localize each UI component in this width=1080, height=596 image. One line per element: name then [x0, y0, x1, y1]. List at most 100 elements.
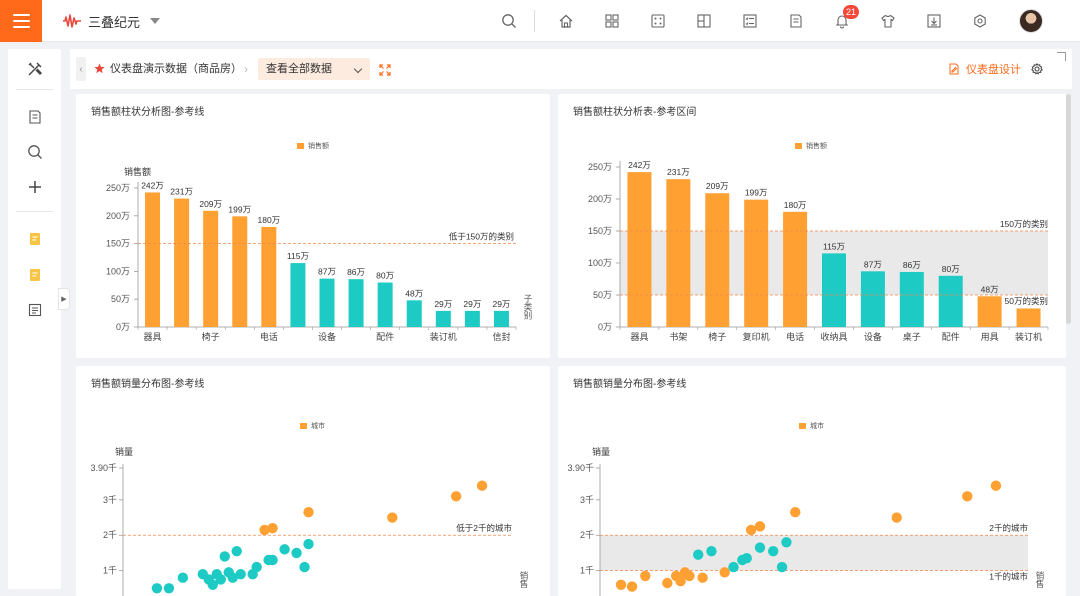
bar-value-label: 231万: [170, 187, 193, 197]
y-tick-label: 0万: [598, 322, 612, 332]
bar-value-label: 80万: [942, 264, 960, 274]
scatter-point: [719, 567, 730, 578]
x-tick-label: 装订机: [430, 331, 457, 342]
y-tick-label: 0万: [116, 322, 130, 332]
bar-value-label: 199万: [228, 204, 251, 214]
scatter-point: [754, 521, 766, 532]
add-icon[interactable]: [8, 175, 61, 199]
menu-button[interactable]: [0, 0, 42, 42]
scatter-point: [215, 574, 226, 585]
scatter-point: [675, 576, 686, 587]
chart-legend[interactable]: 城市: [300, 421, 325, 431]
y-tick-label: 150万: [106, 239, 130, 249]
panel-expand-icon[interactable]: [1057, 52, 1066, 61]
y-tick-label: 3千: [580, 495, 594, 505]
note-yellow-icon[interactable]: [8, 227, 61, 251]
chart-legend[interactable]: 城市: [799, 421, 824, 431]
bar: [348, 279, 364, 327]
dashboard-design-button[interactable]: 仪表盘设计: [948, 61, 1021, 77]
download-icon[interactable]: [921, 8, 947, 34]
panel-title: 销售额销量分布图-参考线: [91, 379, 205, 390]
bar: [627, 172, 652, 327]
bar-value-label: 86万: [347, 267, 365, 277]
x-tick-label: 装订机: [1015, 331, 1042, 342]
bar: [860, 271, 885, 327]
bar-value-label: 115万: [823, 241, 845, 251]
x-axis-title: 子类别: [523, 294, 533, 320]
home-icon[interactable]: [553, 8, 579, 34]
bar: [666, 179, 691, 327]
shirt-icon[interactable]: [875, 8, 901, 34]
x-tick-label: 电话: [786, 331, 804, 342]
dice-icon[interactable]: [645, 8, 671, 34]
edit-doc-icon: [949, 63, 959, 75]
bar-value-label: 180万: [258, 215, 281, 225]
scatter-chart: 销量 1千 2千 3千 3.90千 2千的城市 1千的城市 销售: [567, 446, 1045, 596]
scatter-point: [251, 561, 262, 573]
legend-swatch: [795, 143, 802, 149]
bar-value-label: 199万: [745, 188, 768, 198]
apps-icon[interactable]: [599, 8, 625, 34]
scatter-point: [303, 507, 314, 518]
y-tick-label: 2千: [103, 530, 117, 540]
data-scope-select[interactable]: 查看全部数据: [258, 58, 370, 80]
menu-line: [12, 26, 30, 28]
breadcrumb[interactable]: 仪表盘演示数据（商品房）: [94, 60, 242, 76]
design-tools-icon[interactable]: [8, 57, 61, 81]
bar: [783, 211, 808, 327]
y-tick-label: 3.90千: [90, 463, 117, 473]
list-check-icon[interactable]: [737, 8, 763, 34]
reference-line-label: 低于2千的城市: [456, 523, 512, 533]
notification-badge: 21: [843, 5, 860, 19]
bar: [899, 271, 924, 327]
note-yellow-2-icon[interactable]: [8, 263, 61, 287]
y-tick-label: 100万: [588, 258, 612, 268]
table-list-icon[interactable]: [8, 298, 61, 322]
scatter-point: [745, 524, 757, 536]
chart-legend[interactable]: 销售额: [795, 141, 827, 151]
bar-value-label: 242万: [141, 180, 164, 190]
breadcrumb-chevron-icon: ›: [244, 62, 248, 76]
menu-line: [12, 14, 30, 16]
brand-switcher[interactable]: 三叠纪元: [62, 11, 161, 31]
sidebar-collapse-toggle[interactable]: ▶: [58, 288, 70, 310]
scatter-point: [291, 547, 302, 559]
scatter-point: [231, 545, 242, 557]
chevron-down-icon: [353, 64, 363, 74]
vertical-scrollbar[interactable]: [1066, 94, 1071, 324]
back-button[interactable]: ‹: [76, 57, 86, 81]
scatter-point: [259, 524, 270, 536]
x-tick-label: 器具: [630, 332, 648, 342]
bar: [203, 210, 219, 327]
fullscreen-icon[interactable]: [379, 63, 391, 81]
report-icon[interactable]: [783, 8, 809, 34]
sidebar-divider: [16, 89, 53, 90]
widgets-icon[interactable]: [691, 8, 717, 34]
top-icon-bar: 21: [496, 5, 993, 34]
legend-swatch: [297, 143, 304, 149]
user-avatar[interactable]: [1019, 9, 1043, 33]
gear-icon[interactable]: [1030, 62, 1044, 80]
bar-value-label: 48万: [405, 288, 423, 298]
bar: [822, 253, 846, 327]
report-list-icon[interactable]: [8, 105, 61, 129]
x-tick-label: 复印机: [743, 331, 770, 342]
scatter-point: [697, 572, 708, 583]
bar: [977, 296, 1002, 327]
sidebar: [8, 49, 61, 589]
bar: [464, 310, 480, 327]
scatter-point: [790, 507, 801, 518]
bell-icon[interactable]: 21: [829, 5, 860, 34]
search-icon[interactable]: [8, 140, 61, 164]
hexagon-settings-icon[interactable]: [967, 8, 993, 34]
scatter-point: [990, 480, 1002, 491]
y-tick-label: 200万: [106, 211, 130, 221]
chart-legend[interactable]: 销售额: [297, 141, 329, 151]
scatter-point: [476, 480, 488, 491]
breadcrumb-label: 仪表盘演示数据（商品房）: [110, 63, 242, 75]
legend-label: 销售额: [308, 143, 329, 150]
scatter-point: [706, 545, 717, 557]
scatter-point: [227, 572, 238, 583]
search-icon[interactable]: [496, 8, 522, 34]
